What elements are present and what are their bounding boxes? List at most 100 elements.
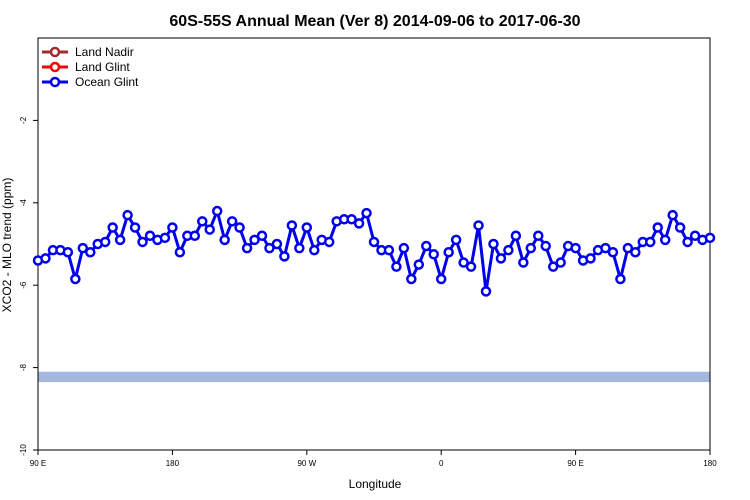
data-point <box>428 249 439 260</box>
data-point <box>435 273 447 285</box>
plot-frame <box>37 37 711 451</box>
data-point <box>249 234 260 246</box>
plot-area: -10 -8 -6 -4 -2 90 E 180 90 W 0 90 E 180 Land Nadir… <box>19 37 717 468</box>
data-point <box>465 261 477 272</box>
data-point <box>473 220 484 231</box>
data-point <box>585 253 596 264</box>
data-point <box>495 253 507 264</box>
x-tick-label: 180 <box>703 459 717 468</box>
data-point <box>159 232 171 244</box>
data-point <box>70 273 81 285</box>
data-point <box>398 242 410 254</box>
data-point <box>674 222 686 233</box>
data-point <box>421 240 432 252</box>
data-point <box>174 246 186 258</box>
data-point <box>301 222 313 233</box>
data-point <box>615 273 626 285</box>
data-point <box>622 242 634 254</box>
x-tick-label: 90 E <box>30 459 46 468</box>
data-point <box>197 216 208 227</box>
data-point <box>189 230 201 242</box>
legend-label: Ocean Glint <box>75 75 139 89</box>
data-point <box>40 253 51 264</box>
data-point <box>144 230 156 242</box>
data-point <box>211 205 223 217</box>
legend-label: Land Glint <box>75 60 130 74</box>
data-point <box>450 234 462 246</box>
data-point <box>518 257 529 268</box>
y-tick-label: -6 <box>19 281 28 289</box>
data-point <box>533 230 544 242</box>
x-axis-label: Longitude <box>349 477 402 491</box>
x-tick-label: 90 E <box>567 459 583 468</box>
data-point <box>443 246 454 258</box>
y-axis-label: XCO2 - MLO trend (ppm) <box>0 178 14 313</box>
data-point <box>458 257 469 268</box>
data-point <box>167 222 178 233</box>
data-point <box>406 273 417 285</box>
data-point <box>659 234 671 246</box>
data-point <box>652 222 663 233</box>
x-tick-label: 180 <box>166 459 180 468</box>
data-point <box>294 242 305 254</box>
data-point <box>353 218 365 229</box>
reference-band <box>38 371 710 383</box>
data-point <box>346 214 357 225</box>
data-point <box>525 242 537 254</box>
data-point <box>264 242 275 254</box>
data-point <box>555 257 566 268</box>
data-point <box>286 220 298 231</box>
data-point <box>309 244 320 256</box>
data-point <box>600 242 611 254</box>
data-point <box>114 234 126 246</box>
data-point <box>77 242 89 254</box>
data-point <box>547 261 559 272</box>
data-point <box>99 236 111 248</box>
data-point <box>630 246 641 258</box>
chart-title: 60S-55S Annual Mean (Ver 8) 2014-09-06 t… <box>169 13 580 30</box>
legend-marker <box>49 46 61 58</box>
y-tick-label: -8 <box>19 363 28 371</box>
data-point <box>361 207 372 219</box>
data-point <box>689 230 701 242</box>
x-tick-label: 0 <box>439 459 444 468</box>
data-point <box>129 222 141 233</box>
data-point <box>204 224 215 235</box>
data-point <box>368 236 380 248</box>
data-point <box>241 242 253 254</box>
y-tick-label: -2 <box>19 116 28 124</box>
data-point <box>704 232 716 244</box>
data-point <box>607 246 619 258</box>
data-point <box>667 209 678 221</box>
data-point <box>122 209 133 221</box>
legend-label: Land Nadir <box>75 45 134 59</box>
data-point <box>107 222 118 233</box>
data-point <box>62 246 74 258</box>
legend-marker <box>49 76 61 88</box>
data-point <box>488 238 499 250</box>
data-point <box>570 242 581 254</box>
data-point <box>234 222 245 233</box>
legend-marker <box>49 61 61 73</box>
data-point <box>271 238 283 250</box>
data-point <box>383 244 395 256</box>
y-tick-label: -4 <box>19 199 28 207</box>
data-point <box>540 240 551 252</box>
data-point <box>137 236 148 248</box>
data-point <box>503 244 514 256</box>
data-point <box>219 234 230 246</box>
data-point <box>85 246 96 258</box>
data-point <box>279 251 290 262</box>
data-point <box>226 216 238 227</box>
data-point <box>413 259 425 270</box>
y-tick-label: -10 <box>19 444 28 456</box>
data-point <box>256 230 268 242</box>
x-tick-label: 90 W <box>297 459 316 468</box>
data-point <box>480 286 492 297</box>
data-point <box>391 261 402 272</box>
data-point <box>510 230 522 242</box>
data-point <box>323 236 335 248</box>
data-point <box>645 236 656 248</box>
data-point <box>682 236 693 248</box>
